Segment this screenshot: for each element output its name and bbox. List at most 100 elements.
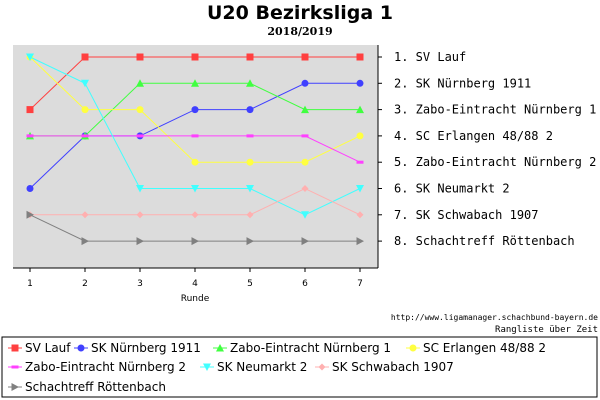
- legend-label: SK Nürnberg 1911: [91, 341, 201, 355]
- data-point: [136, 237, 144, 246]
- standing-label: 3. Zabo-Eintracht Nürnberg 1: [394, 103, 596, 117]
- standing-label: 8. Schachtreff Röttenbach: [394, 234, 575, 248]
- data-point: [246, 79, 254, 87]
- standing-label: 5. Zabo-Eintracht Nürnberg 2: [394, 155, 596, 169]
- data-point: [301, 134, 309, 138]
- legend-entry: SK Schwabach 1907: [315, 360, 454, 374]
- data-point: [301, 237, 309, 246]
- legend-marker: [11, 383, 19, 391]
- data-point: [81, 79, 89, 88]
- data-point: [301, 211, 309, 219]
- x-ticks: 1 2 3 4 5 6 7: [27, 268, 363, 289]
- legend-entry: SK Neumarkt 2: [200, 360, 307, 374]
- data-point: [301, 185, 309, 192]
- legend-label: Zabo-Eintracht Nürnberg 2: [25, 360, 186, 374]
- data-point: [136, 79, 144, 87]
- data-point: [246, 53, 254, 61]
- data-point: [356, 53, 364, 61]
- legend-entry: Schachtreff Röttenbach: [8, 380, 166, 394]
- data-point: [26, 134, 34, 138]
- series-8: [26, 210, 364, 246]
- legend: SV Lauf SK Nürnberg 1911 Zabo-Eintracht Nü…: [8, 341, 546, 394]
- legend-label: SK Schwabach 1907: [332, 360, 454, 374]
- legend-label: Zabo-Eintracht Nürnberg 1: [230, 341, 391, 355]
- data-point: [191, 237, 199, 246]
- chart-title: U20 Bezirksliga 1: [207, 2, 393, 24]
- data-point: [26, 185, 34, 192]
- legend-entry: Zabo-Eintracht Nürnberg 2: [8, 360, 186, 374]
- x-tick-label: 7: [357, 279, 363, 289]
- series-6: [26, 53, 364, 219]
- x-tick-label: 5: [247, 279, 253, 289]
- y-ticks: [378, 56, 382, 242]
- data-point: [136, 185, 144, 193]
- standing-label: 1. SV Lauf: [394, 50, 466, 64]
- data-point: [356, 237, 364, 246]
- legend-marker: [77, 344, 85, 352]
- legend-entry: SV Lauf: [8, 341, 71, 355]
- data-point: [246, 134, 254, 138]
- data-point: [246, 237, 254, 246]
- legend-marker: [11, 344, 19, 352]
- data-point: [81, 53, 89, 61]
- legend-marker: [409, 344, 417, 352]
- x-tick-label: 2: [82, 279, 88, 289]
- series-1: [26, 53, 364, 114]
- data-point: [26, 210, 34, 219]
- legend-marker: [318, 363, 326, 371]
- data-point: [191, 79, 199, 87]
- legend-label: SV Lauf: [25, 341, 71, 355]
- data-point: [136, 211, 144, 219]
- data-point: [81, 134, 89, 138]
- x-tick-label: 3: [137, 279, 143, 289]
- series-5: [26, 134, 364, 164]
- chart-subtitle: 2018/2019: [267, 25, 332, 38]
- x-tick-label: 4: [192, 279, 198, 289]
- legend-entry: Zabo-Eintracht Nürnberg 1: [213, 341, 391, 355]
- data-point: [81, 237, 89, 246]
- data-point: [191, 106, 199, 114]
- series-4: [26, 53, 364, 166]
- data-point: [356, 160, 364, 164]
- series-lines: [26, 53, 364, 246]
- data-point: [246, 211, 254, 219]
- legend-entry: SC Erlangen 48/88 2: [406, 341, 546, 355]
- data-point: [191, 211, 199, 219]
- standing-label: 6. SK Neumarkt 2: [394, 182, 510, 196]
- data-point: [26, 106, 34, 114]
- legend-marker: [216, 344, 224, 352]
- data-point: [356, 105, 364, 114]
- legend-label: SC Erlangen 48/88 2: [423, 341, 546, 355]
- data-point: [246, 106, 254, 114]
- legend-box: [1, 336, 598, 398]
- data-point: [26, 53, 34, 61]
- data-point: [81, 106, 89, 114]
- data-point: [246, 158, 254, 166]
- data-point: [356, 185, 364, 193]
- data-point: [301, 79, 309, 87]
- data-point: [191, 134, 199, 138]
- plot-area: [13, 45, 378, 268]
- data-point: [136, 53, 144, 61]
- data-point: [191, 53, 199, 61]
- legend-marker: [203, 363, 211, 371]
- data-point: [301, 158, 309, 166]
- footer-url: http://www.ligamanager.schachbund-bayern…: [391, 313, 598, 322]
- standings-labels: 1. SV Lauf 2. SK Nürnberg 1911 3. Zabo-Ein…: [394, 50, 596, 248]
- x-tick-label: 1: [27, 279, 33, 289]
- legend-label: Schachtreff Röttenbach: [25, 380, 166, 394]
- data-point: [301, 53, 309, 61]
- standing-label: 7. SK Schwabach 1907: [394, 208, 539, 222]
- x-tick-label: 6: [302, 279, 308, 289]
- x-axis-label: Runde: [181, 294, 210, 304]
- data-point: [356, 79, 364, 87]
- legend-label: SK Neumarkt 2: [217, 360, 307, 374]
- data-point: [356, 211, 364, 219]
- data-point: [136, 134, 144, 138]
- data-point: [191, 185, 199, 193]
- standing-label: 2. SK Nürnberg 1911: [394, 76, 531, 90]
- legend-entry: SK Nürnberg 1911: [74, 341, 201, 355]
- data-point: [246, 185, 254, 193]
- footer-caption: Rangliste über Zeit: [495, 325, 598, 335]
